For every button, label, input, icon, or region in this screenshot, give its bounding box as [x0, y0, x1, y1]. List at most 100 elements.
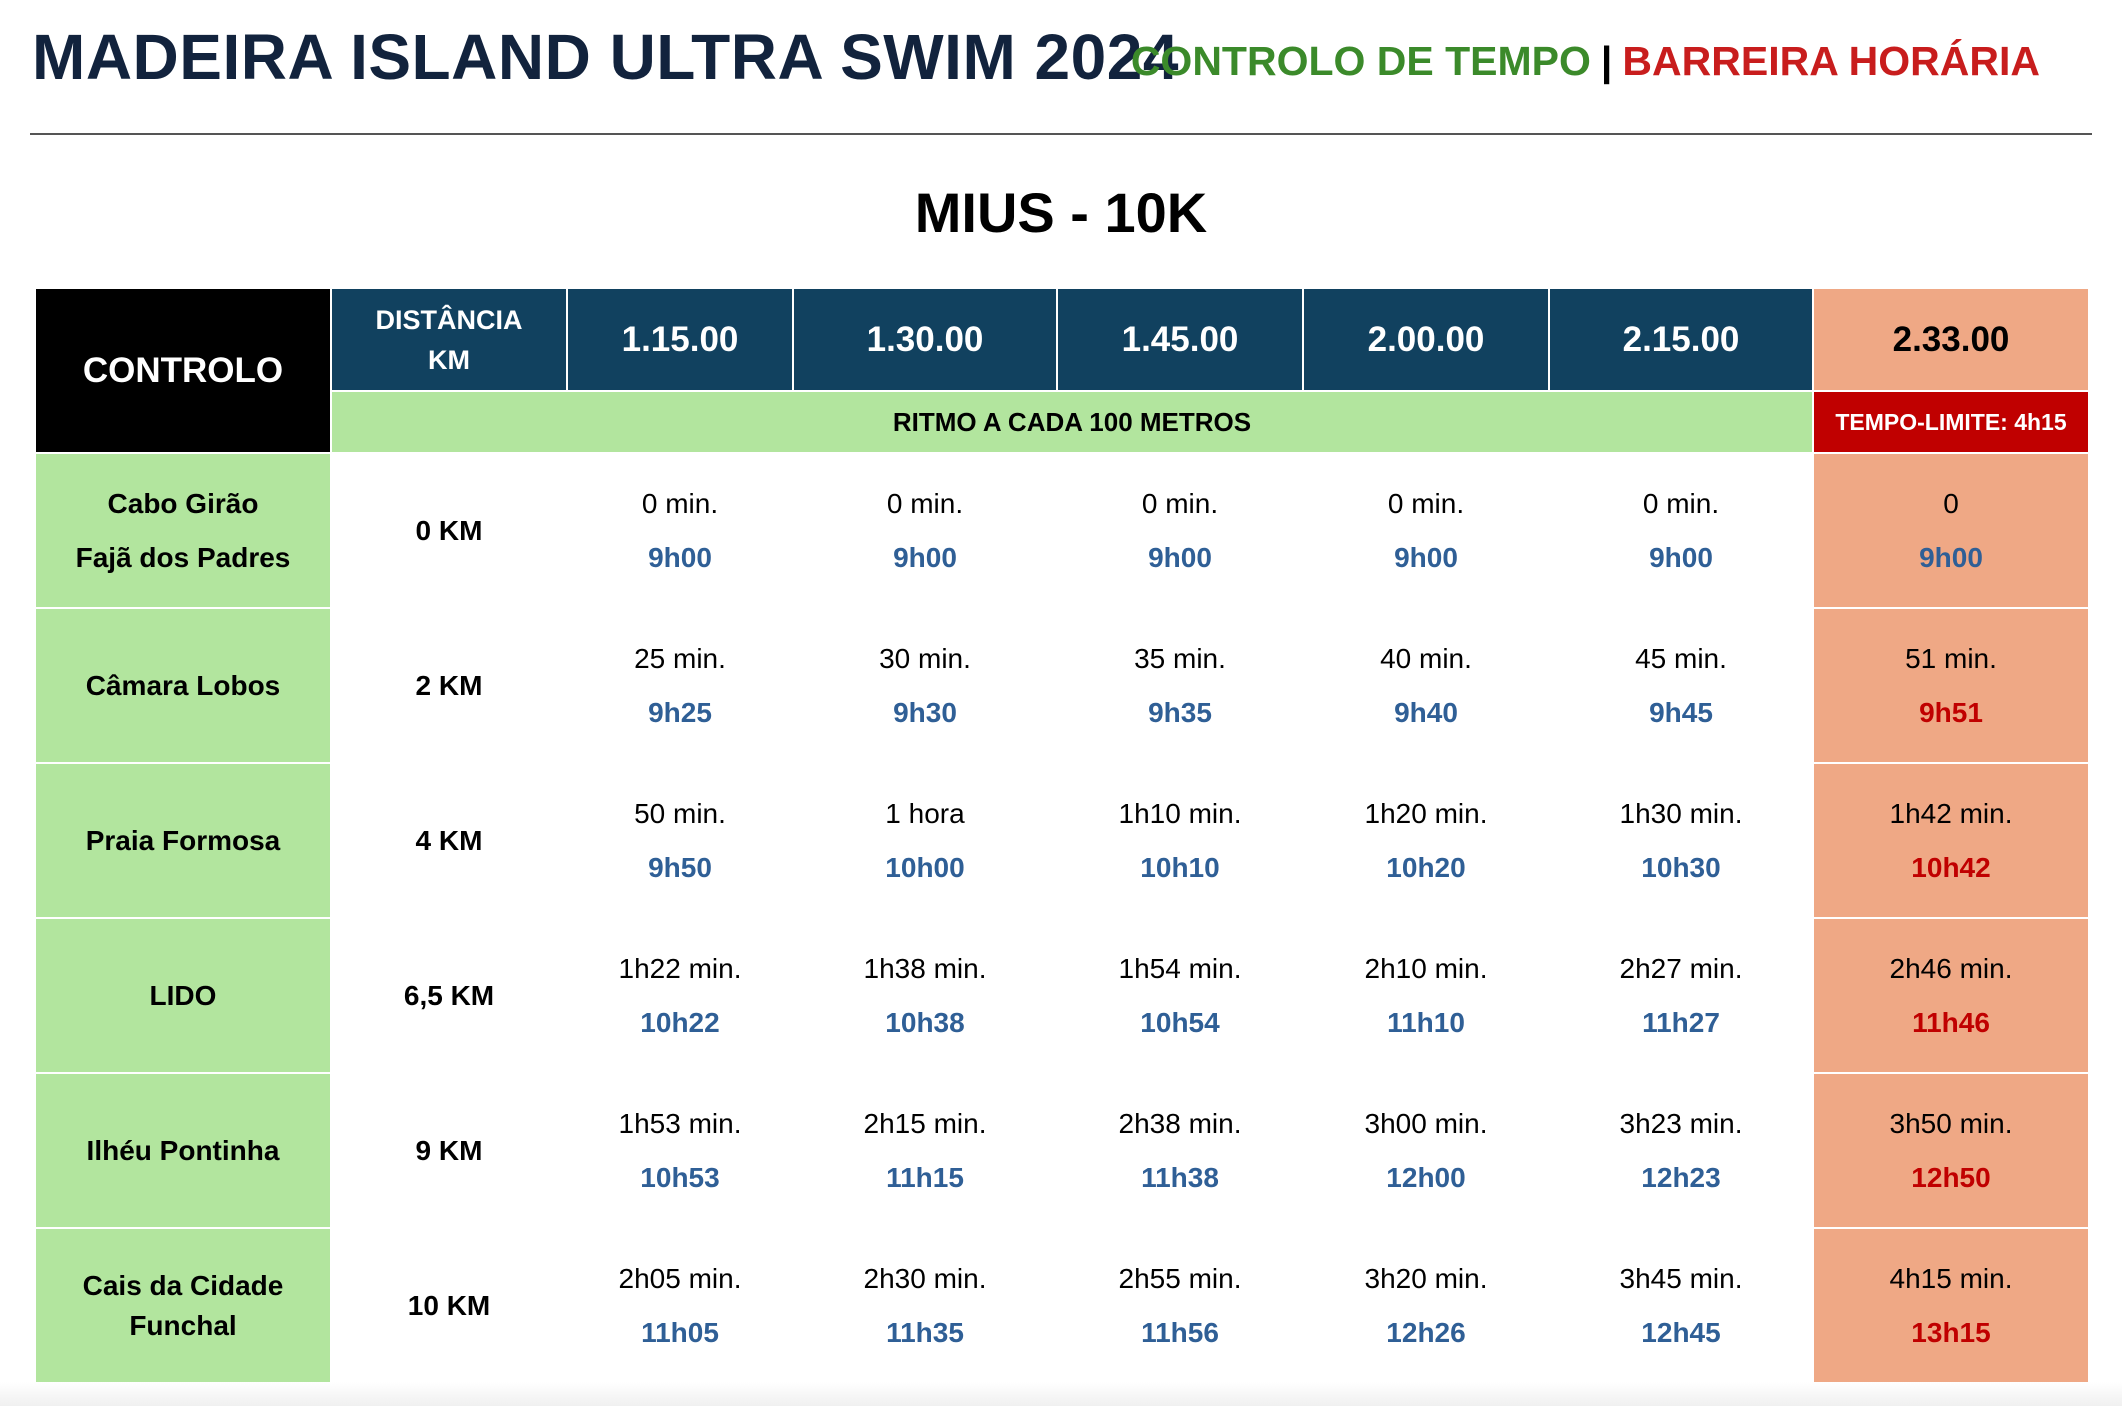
limit-clock-time: 9h51	[1919, 696, 1983, 728]
distance-cell: 9 KM	[330, 1072, 568, 1229]
split-cell: 2h55 min. 11h56	[1056, 1227, 1304, 1384]
page-bottom-edge	[0, 1382, 2122, 1406]
location-cell: LIDO	[34, 917, 332, 1074]
split-elapsed: 1 hora	[885, 797, 965, 829]
location-name-line2: Funchal	[129, 1309, 237, 1341]
split-elapsed: 3h23 min.	[1619, 1107, 1743, 1139]
split-cell: 2h27 min. 11h27	[1548, 917, 1814, 1074]
header-controlo: CONTROLO	[34, 287, 332, 454]
split-clock-time: 11h38	[1141, 1161, 1219, 1193]
split-cell: 1h30 min. 10h30	[1548, 762, 1814, 919]
location-name: Cabo Girão	[107, 487, 259, 519]
split-clock-time: 9h00	[1394, 541, 1458, 573]
split-elapsed: 45 min.	[1635, 642, 1727, 674]
header-distance-line2: KM	[428, 344, 470, 375]
split-elapsed: 2h15 min.	[863, 1107, 987, 1139]
split-cell: 25 min. 9h25	[566, 607, 794, 764]
split-clock-time: 11h56	[1141, 1316, 1219, 1348]
limit-cell: 1h42 min. 10h42	[1812, 762, 2090, 919]
split-elapsed: 0 min.	[1387, 487, 1465, 519]
split-clock-time: 10h54	[1140, 1006, 1220, 1038]
subtitle-time-control: CONTROLO DE TEMPO	[1130, 38, 1591, 84]
split-elapsed: 0 min.	[1141, 487, 1219, 519]
header-time-col: 1.30.00	[792, 287, 1058, 392]
split-clock-time: 9h25	[648, 696, 712, 728]
location-cell: Praia Formosa	[34, 762, 332, 919]
table-row: Praia Formosa 4 KM 50 min. 9h50 1 hora 10h00 1…	[34, 762, 2090, 919]
split-clock-time: 10h10	[1140, 851, 1220, 883]
header-time-col: 1.15.00	[566, 287, 794, 392]
split-cell: 2h15 min. 11h15	[792, 1072, 1058, 1229]
limit-clock-time: 13h15	[1911, 1316, 1991, 1348]
table-row: Câmara Lobos 2 KM 25 min. 9h25 30 min. 9h30 35…	[34, 607, 2090, 764]
split-elapsed: 2h38 min.	[1118, 1107, 1242, 1139]
location-name: Câmara Lobos	[85, 669, 281, 701]
distance-cell: 2 KM	[330, 607, 568, 764]
split-clock-time: 9h00	[1649, 541, 1713, 573]
split-cell: 0 min. 9h00	[566, 452, 794, 609]
split-cell: 1 hora 10h00	[792, 762, 1058, 919]
split-elapsed: 1h30 min.	[1619, 797, 1743, 829]
split-clock-time: 11h10	[1387, 1006, 1465, 1038]
split-clock-time: 12h00	[1386, 1161, 1466, 1193]
split-clock-time: 9h35	[1148, 696, 1212, 728]
split-cell: 3h23 min. 12h23	[1548, 1072, 1814, 1229]
split-elapsed: 50 min.	[634, 797, 726, 829]
table-row: Cabo Girão Fajã dos Padres 0 KM 0 min. 9h00 0…	[34, 452, 2090, 609]
split-cell: 1h22 min. 10h22	[566, 917, 794, 1074]
split-cell: 1h10 min. 10h10	[1056, 762, 1304, 919]
location-name: LIDO	[149, 979, 217, 1011]
split-cell: 1h54 min. 10h54	[1056, 917, 1304, 1074]
location-cell: Câmara Lobos	[34, 607, 332, 764]
limit-elapsed: 51 min.	[1905, 642, 1997, 674]
split-clock-time: 12h23	[1641, 1161, 1721, 1193]
split-cell: 3h20 min. 12h26	[1302, 1227, 1550, 1384]
event-title: MIUS - 10K	[914, 181, 1208, 244]
split-cell: 3h45 min. 12h45	[1548, 1227, 1814, 1384]
split-clock-time: 10h00	[885, 851, 965, 883]
limit-clock-time: 11h46	[1912, 1006, 1990, 1038]
table-row: Cais da Cidade Funchal 10 KM 2h05 min. 11h05…	[34, 1227, 2090, 1384]
split-cell: 2h38 min. 11h38	[1056, 1072, 1304, 1229]
header-distance: DISTÂNCIA KM	[330, 287, 568, 392]
split-elapsed: 3h20 min.	[1364, 1262, 1488, 1294]
limit-clock-time: 12h50	[1911, 1161, 1991, 1193]
split-clock-time: 9h40	[1394, 696, 1458, 728]
distance-cell: 0 KM	[330, 452, 568, 609]
time-limit-label: TEMPO-LIMITE: 4h15	[1812, 390, 2090, 454]
split-elapsed: 30 min.	[879, 642, 971, 674]
limit-clock-time: 9h00	[1919, 541, 1983, 573]
split-elapsed: 1h53 min.	[618, 1107, 742, 1139]
page-title: MADEIRA ISLAND ULTRA SWIM 2024	[32, 21, 1179, 93]
split-elapsed: 40 min.	[1380, 642, 1472, 674]
subtitle-time-barrier: BARREIRA HORÁRIA	[1622, 38, 2040, 84]
split-clock-time: 12h26	[1386, 1316, 1466, 1348]
split-elapsed: 35 min.	[1134, 642, 1226, 674]
split-clock-time: 11h35	[886, 1316, 964, 1348]
split-cell: 45 min. 9h45	[1548, 607, 1814, 764]
split-clock-time: 9h00	[893, 541, 957, 573]
distance-cell: 4 KM	[330, 762, 568, 919]
limit-cell: 2h46 min. 11h46	[1812, 917, 2090, 1074]
split-cell: 30 min. 9h30	[792, 607, 1058, 764]
limit-cell: 3h50 min. 12h50	[1812, 1072, 2090, 1229]
pace-label: RITMO A CADA 100 METROS	[330, 390, 1814, 454]
pace-table: CONTROLO DISTÂNCIA KM 1.15.00 1.30.00 1.…	[34, 287, 2090, 1384]
location-cell: Ilhéu Pontinha	[34, 1072, 332, 1229]
split-elapsed: 0 min.	[1642, 487, 1720, 519]
header-limit-col: 2.33.00	[1812, 287, 2090, 392]
limit-elapsed: 0	[1943, 487, 1959, 519]
split-elapsed: 2h30 min.	[863, 1262, 987, 1294]
split-elapsed: 3h00 min.	[1364, 1107, 1488, 1139]
location-name: Cais da Cidade	[82, 1269, 284, 1301]
split-cell: 1h20 min. 10h20	[1302, 762, 1550, 919]
split-clock-time: 10h38	[885, 1006, 965, 1038]
split-elapsed: 1h54 min.	[1118, 952, 1242, 984]
limit-clock-time: 10h42	[1911, 851, 1991, 883]
header-time-col: 1.45.00	[1056, 287, 1304, 392]
limit-elapsed: 1h42 min.	[1889, 797, 2013, 829]
limit-cell: 51 min. 9h51	[1812, 607, 2090, 764]
limit-cell: 0 9h00	[1812, 452, 2090, 609]
split-cell: 50 min. 9h50	[566, 762, 794, 919]
limit-elapsed: 4h15 min.	[1889, 1262, 2013, 1294]
